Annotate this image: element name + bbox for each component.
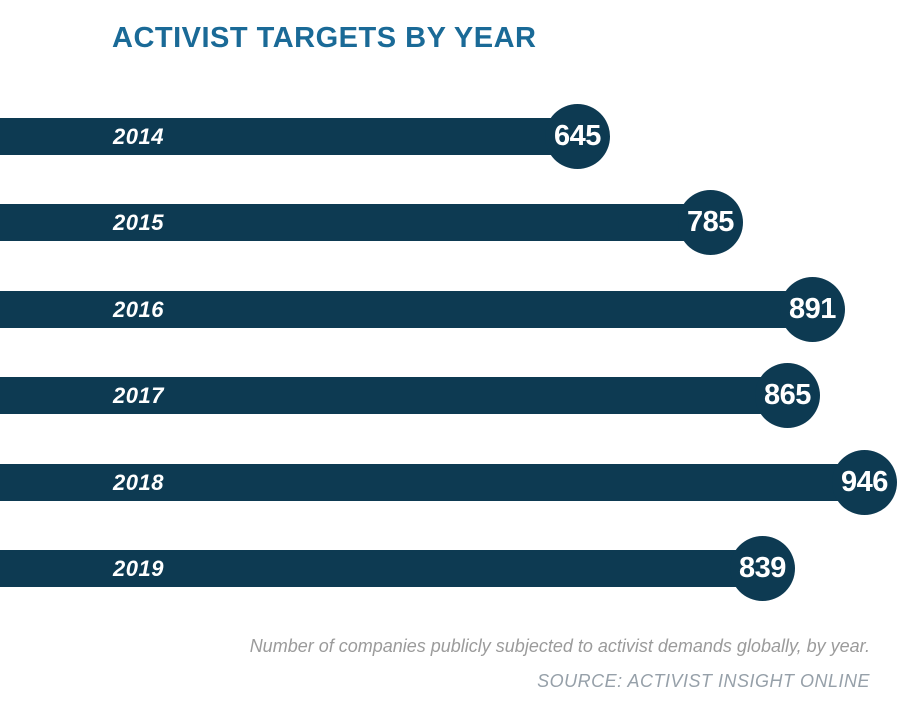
year-label-2014: 2014 xyxy=(113,124,164,149)
bar-2019 xyxy=(0,550,763,587)
value-circle-2014: 645 xyxy=(545,104,610,169)
chart-caption: Number of companies publicly subjected t… xyxy=(249,636,870,656)
value-circle-2017: 865 xyxy=(755,363,820,428)
bar-2018 xyxy=(0,464,865,501)
value-circle-2015: 785 xyxy=(678,190,743,255)
bar-2015 xyxy=(0,204,711,241)
value-circle-2018: 946 xyxy=(832,450,897,515)
bar-2016 xyxy=(0,291,813,328)
year-label-2019: 2019 xyxy=(113,556,164,581)
chart-source-credit: SOURCE: ACTIVIST INSIGHT ONLINE xyxy=(537,671,870,691)
year-label-2018: 2018 xyxy=(113,470,164,495)
year-label-2017: 2017 xyxy=(113,383,164,408)
bar-2014 xyxy=(0,118,578,155)
year-label-2016: 2016 xyxy=(113,297,164,322)
chart-title: ACTIVIST TARGETS BY YEAR xyxy=(112,22,537,54)
bar-2017 xyxy=(0,377,788,414)
value-circle-2016: 891 xyxy=(780,277,845,342)
value-circle-2019: 839 xyxy=(730,536,795,601)
year-label-2015: 2015 xyxy=(113,210,164,235)
